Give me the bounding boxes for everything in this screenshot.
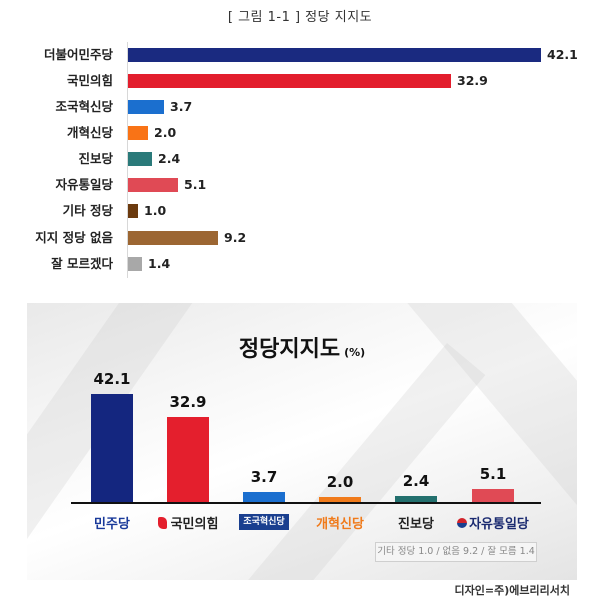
bar-value: 3.7 — [170, 99, 193, 114]
bar — [128, 257, 142, 271]
party-logo-label: 자유통일당 — [453, 513, 533, 532]
design-credit: 디자인=주)에브리리서치 — [454, 584, 570, 597]
column-value: 5.1 — [479, 465, 507, 483]
bar-label: 개혁신당 — [66, 125, 113, 140]
column-value: 32.9 — [169, 393, 207, 411]
bar — [128, 74, 451, 88]
party-logo-label: 진보당 — [376, 513, 456, 532]
bar-row: 잘 모르겠다 1.4 — [0, 256, 600, 272]
bar — [128, 48, 541, 62]
bar-label: 국민의힘 — [66, 73, 113, 88]
bar-label: 조국혁신당 — [55, 99, 113, 114]
ppp-logo-icon — [157, 517, 167, 529]
column-bar — [243, 492, 285, 502]
bar-value: 5.1 — [184, 177, 207, 192]
taegeuk-logo-icon — [457, 518, 468, 528]
column-bar — [91, 394, 133, 502]
bar — [128, 126, 148, 140]
horizontal-bar-chart: 더불어민주당 42.1 국민의힘 32.9 조국혁신당 3.7 개혁신당 2.0 진보당 2.4 자… — [0, 40, 600, 280]
bar-value: 2.4 — [158, 151, 181, 166]
bar-label: 더불어민주당 — [43, 47, 113, 62]
bar-row: 더불어민주당 42.1 — [0, 47, 600, 63]
party-name: 자유통일당 — [469, 517, 529, 532]
vertical-bar-chart-panel: 정당지지도 (%) 42.1 32.9 3.7 2.0 2.4 5.1 민주당 국민의힘 조국혁… — [27, 303, 577, 580]
column-bar — [319, 497, 361, 502]
bar-label: 진보당 — [78, 151, 113, 166]
other-responses-note: 기타 정당 1.0 / 없음 9.2 / 잘 모름 1.4 — [375, 542, 537, 562]
party-name: 진보당 — [398, 517, 434, 532]
bar — [128, 231, 218, 245]
party-logo-label: 국민의힘 — [148, 513, 228, 532]
column-bar — [395, 496, 437, 502]
bar — [128, 204, 138, 218]
y-axis-line — [127, 42, 128, 278]
party-logo-label: 민주당 — [72, 513, 152, 532]
bar-value: 1.4 — [148, 256, 171, 271]
party-name: 개혁신당 — [316, 517, 364, 532]
bar — [128, 152, 152, 166]
bar-label: 기타 정당 — [62, 203, 113, 218]
column-value: 3.7 — [250, 468, 278, 486]
column-bar — [472, 489, 514, 502]
panel-title-text: 정당지지도 — [238, 337, 341, 362]
column-value: 42.1 — [93, 370, 131, 388]
bar-label: 잘 모르겠다 — [51, 256, 113, 271]
party-name: 국민의힘 — [170, 517, 219, 532]
column-value: 2.0 — [326, 473, 354, 491]
bar-value: 2.0 — [154, 125, 177, 140]
bar-label: 지지 정당 없음 — [35, 230, 113, 245]
figure-title: [ 그림 1-1 ] 정당 지지도 — [227, 10, 373, 25]
column-bar — [167, 417, 209, 502]
party-name: 민주당 — [94, 517, 130, 532]
bar-row: 개혁신당 2.0 — [0, 125, 600, 141]
bar-value: 9.2 — [224, 230, 247, 245]
bar-value: 42.1 — [547, 47, 578, 62]
bar-row: 자유통일당 5.1 — [0, 177, 600, 193]
party-logo-label: 조국혁신당 — [224, 513, 304, 530]
panel-title: 정당지지도 (%) — [27, 331, 577, 363]
party-name: 조국혁신당 — [239, 514, 289, 530]
party-logo-label: 개혁신당 — [300, 513, 380, 532]
bar-row: 국민의힘 32.9 — [0, 73, 600, 89]
bar — [128, 178, 178, 192]
column-value: 2.4 — [402, 472, 430, 490]
bar — [128, 100, 164, 114]
bar-value: 1.0 — [144, 203, 167, 218]
bar-row: 기타 정당 1.0 — [0, 203, 600, 219]
bar-row: 진보당 2.4 — [0, 151, 600, 167]
bar-label: 자유통일당 — [55, 177, 113, 192]
bar-row: 지지 정당 없음 9.2 — [0, 230, 600, 246]
bar-row: 조국혁신당 3.7 — [0, 99, 600, 115]
x-axis-baseline — [71, 502, 541, 504]
bar-value: 32.9 — [457, 73, 488, 88]
panel-unit: (%) — [344, 346, 366, 359]
